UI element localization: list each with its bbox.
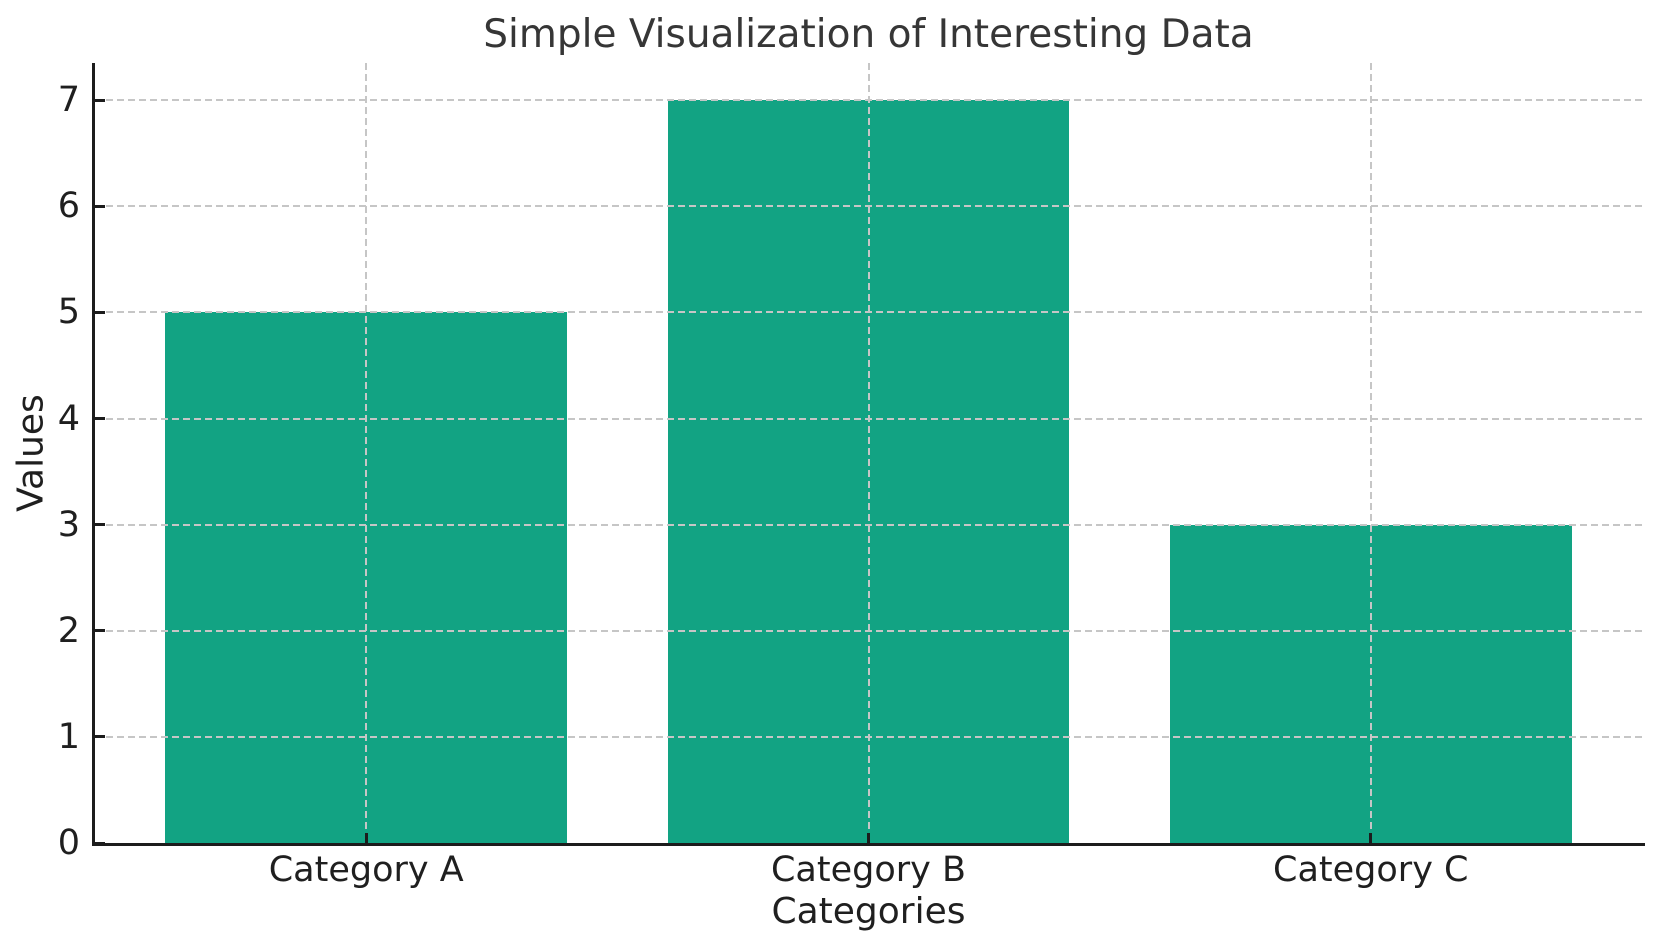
y-tick-mark: [95, 629, 105, 633]
x-tick-mark: [364, 833, 368, 843]
x-axis-spine: [92, 843, 1645, 846]
y-tick-label: 5: [57, 292, 80, 333]
y-tick-label: 0: [57, 823, 80, 863]
v-gridline: [867, 63, 870, 843]
y-tick-mark: [95, 310, 105, 314]
x-axis-label: Categories: [771, 891, 966, 932]
y-axis-spine: [92, 63, 95, 846]
y-tick-mark: [95, 735, 105, 739]
x-tick-label: Category A: [268, 850, 464, 890]
y-tick-mark: [95, 417, 105, 420]
v-gridline: [365, 63, 368, 843]
y-tick-label: 6: [57, 186, 80, 227]
x-tick-label: Category B: [770, 850, 966, 890]
x-tick-mark: [867, 833, 870, 843]
y-tick-mark: [95, 204, 105, 208]
y-tick-mark: [95, 841, 105, 845]
y-tick-label: 7: [57, 80, 80, 121]
y-tick-label: 2: [57, 610, 80, 651]
y-tick-label: 3: [57, 504, 80, 545]
y-tick-label: 1: [57, 716, 80, 757]
chart-title: Simple Visualization of Interesting Data: [483, 12, 1254, 57]
x-tick-mark: [1369, 833, 1373, 843]
v-gridline: [1369, 63, 1372, 843]
y-tick-mark: [95, 98, 105, 102]
x-tick-label: Category C: [1273, 850, 1469, 890]
y-tick-mark: [95, 523, 105, 527]
y-tick-label: 4: [57, 398, 80, 439]
